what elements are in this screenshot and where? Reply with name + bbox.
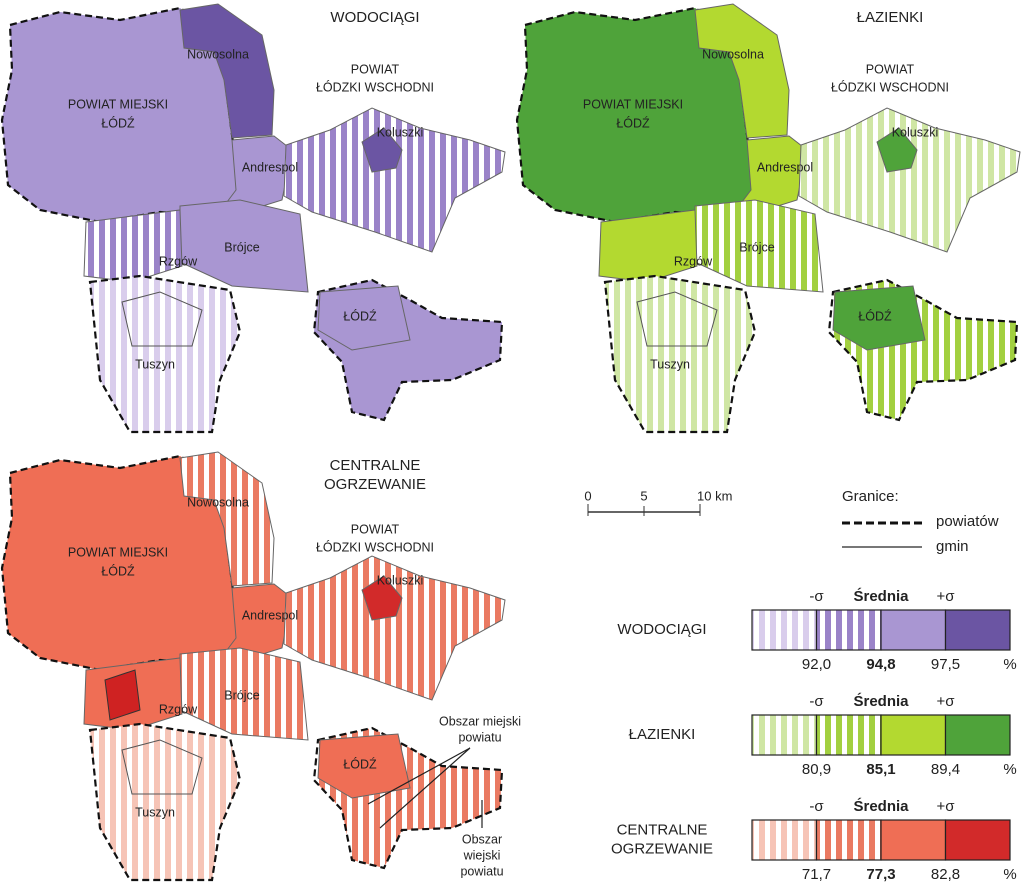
- map-label: Brójce: [224, 240, 259, 254]
- legend-unit: %: [1003, 656, 1016, 673]
- map-label: POWIAT: [351, 62, 400, 76]
- borders-title: Granice:: [842, 488, 899, 505]
- legend-value: 77,3: [866, 866, 895, 883]
- map-label: Rzgów: [159, 702, 198, 716]
- town: [104, 669, 141, 721]
- map-label: Andrespol: [242, 608, 298, 622]
- legend-value: 85,1: [866, 761, 895, 778]
- legend-name: CENTRALNE: [617, 821, 708, 838]
- legend-unit: %: [1003, 761, 1016, 778]
- legend-swatch: [751, 609, 818, 651]
- legend-header: Średnia: [853, 797, 909, 815]
- legend: WODOCIĄGI -σ Średnia +σ 92,0 94,8 97,5 % ŁAZIENK…: [611, 587, 1017, 883]
- legend-unit: %: [1003, 866, 1016, 883]
- legend-header: -σ: [809, 588, 824, 605]
- region: [88, 274, 242, 434]
- region: [83, 209, 183, 283]
- region: [88, 722, 242, 882]
- legend-header: +σ: [936, 588, 955, 605]
- annotation: wiejski: [463, 848, 501, 862]
- borders-commune: gmin: [936, 538, 969, 555]
- legend-header: Średnia: [853, 587, 909, 605]
- map-label: Brójce: [739, 240, 774, 254]
- map-panel: ŁAZIENKI Nowosolna POWIAT MIEJSKI ŁÓDŹ POWIA…: [515, 3, 1021, 434]
- legend-swatch: [880, 819, 947, 861]
- map-panel: WODOCIĄGI Nowosolna POWIAT MIEJSKI ŁÓDŹ POWI…: [0, 3, 506, 434]
- legend-header: -σ: [809, 798, 824, 815]
- legend-swatch: [815, 819, 882, 861]
- legend-value: 82,8: [931, 866, 960, 883]
- map-label: POWIAT MIEJSKI: [68, 545, 168, 559]
- map-label: Koluszki: [377, 573, 424, 587]
- legend-value: 97,5: [931, 656, 960, 673]
- map-label: ŁÓDŹ: [858, 308, 892, 323]
- map-label: ŁÓDŹ: [101, 115, 135, 130]
- map-label: POWIAT MIEJSKI: [583, 97, 683, 111]
- legend-value: 92,0: [802, 656, 831, 673]
- legend-value: 94,8: [866, 656, 895, 673]
- map-label: ŁÓDŹ: [616, 115, 650, 130]
- legend-header: +σ: [936, 693, 955, 710]
- map-label: POWIAT: [351, 522, 400, 536]
- legend-swatch: [815, 609, 882, 651]
- map-label: Tuszyn: [135, 805, 175, 819]
- arrow: [367, 747, 483, 829]
- map-label: Nowosolna: [702, 47, 764, 61]
- map-label: Nowosolna: [187, 47, 249, 61]
- map-label: Rzgów: [674, 254, 713, 268]
- legend-swatch: [815, 714, 882, 756]
- map-title: ŁAZIENKI: [857, 9, 924, 26]
- legend-swatch: [880, 609, 947, 651]
- map-label: ŁÓDŹ: [343, 308, 377, 323]
- legend-name: ŁAZIENKI: [629, 726, 696, 743]
- legend-header: Średnia: [853, 692, 909, 710]
- legend-header: -σ: [809, 693, 824, 710]
- legend-swatch: [751, 819, 818, 861]
- legend-name: WODOCIĄGI: [617, 621, 706, 638]
- scale-label: 0: [584, 488, 591, 503]
- legend-swatch: [751, 714, 818, 756]
- map-label: Andrespol: [242, 160, 298, 174]
- legend-swatch: [944, 714, 1011, 756]
- map-label: ŁÓDZKI WSCHODNI: [831, 79, 949, 94]
- legend-name: OGRZEWANIE: [611, 840, 713, 857]
- map-label: POWIAT MIEJSKI: [68, 97, 168, 111]
- legend-value: 71,7: [802, 866, 831, 883]
- map-panel: CENTRALNE OGRZEWANIE Nowosolna POWIAT MIEJS…: [0, 451, 521, 882]
- annotation: powiatu: [458, 730, 501, 744]
- map-label: Brójce: [224, 688, 259, 702]
- map-label: Nowosolna: [187, 495, 249, 509]
- map-label: Koluszki: [892, 125, 939, 139]
- annotation: powiatu: [460, 864, 503, 878]
- map-label: ŁÓDZKI WSCHODNI: [316, 79, 434, 94]
- scale-label: 5: [640, 488, 647, 503]
- legend-value: 80,9: [802, 761, 831, 778]
- scale-and-borders: 0 5 10 km Granice: powiatów gmin: [584, 488, 998, 555]
- region: [598, 209, 698, 283]
- map-label: POWIAT: [866, 62, 915, 76]
- annotation: Obszar: [462, 832, 502, 846]
- scale-label: 10 km: [697, 488, 732, 503]
- map-label: Koluszki: [377, 125, 424, 139]
- map-title: WODOCIĄGI: [330, 9, 419, 26]
- map-label: ŁÓDŹ: [343, 756, 377, 771]
- legend-swatch: [944, 609, 1011, 651]
- region: [603, 274, 757, 434]
- legend-swatch: [880, 714, 947, 756]
- annotation: Obszar miejski: [439, 714, 521, 728]
- map-label: Tuszyn: [135, 357, 175, 371]
- legend-header: +σ: [936, 798, 955, 815]
- borders-county: powiatów: [936, 513, 999, 530]
- map-label: ŁÓDŹ: [101, 563, 135, 578]
- map-label: Andrespol: [757, 160, 813, 174]
- map-label: Tuszyn: [650, 357, 690, 371]
- legend-value: 89,4: [931, 761, 960, 778]
- map-title: OGRZEWANIE: [324, 476, 426, 493]
- map-label: Rzgów: [159, 254, 198, 268]
- map-title: CENTRALNE: [330, 457, 421, 474]
- map-label: ŁÓDZKI WSCHODNI: [316, 539, 434, 554]
- legend-swatch: [944, 819, 1011, 861]
